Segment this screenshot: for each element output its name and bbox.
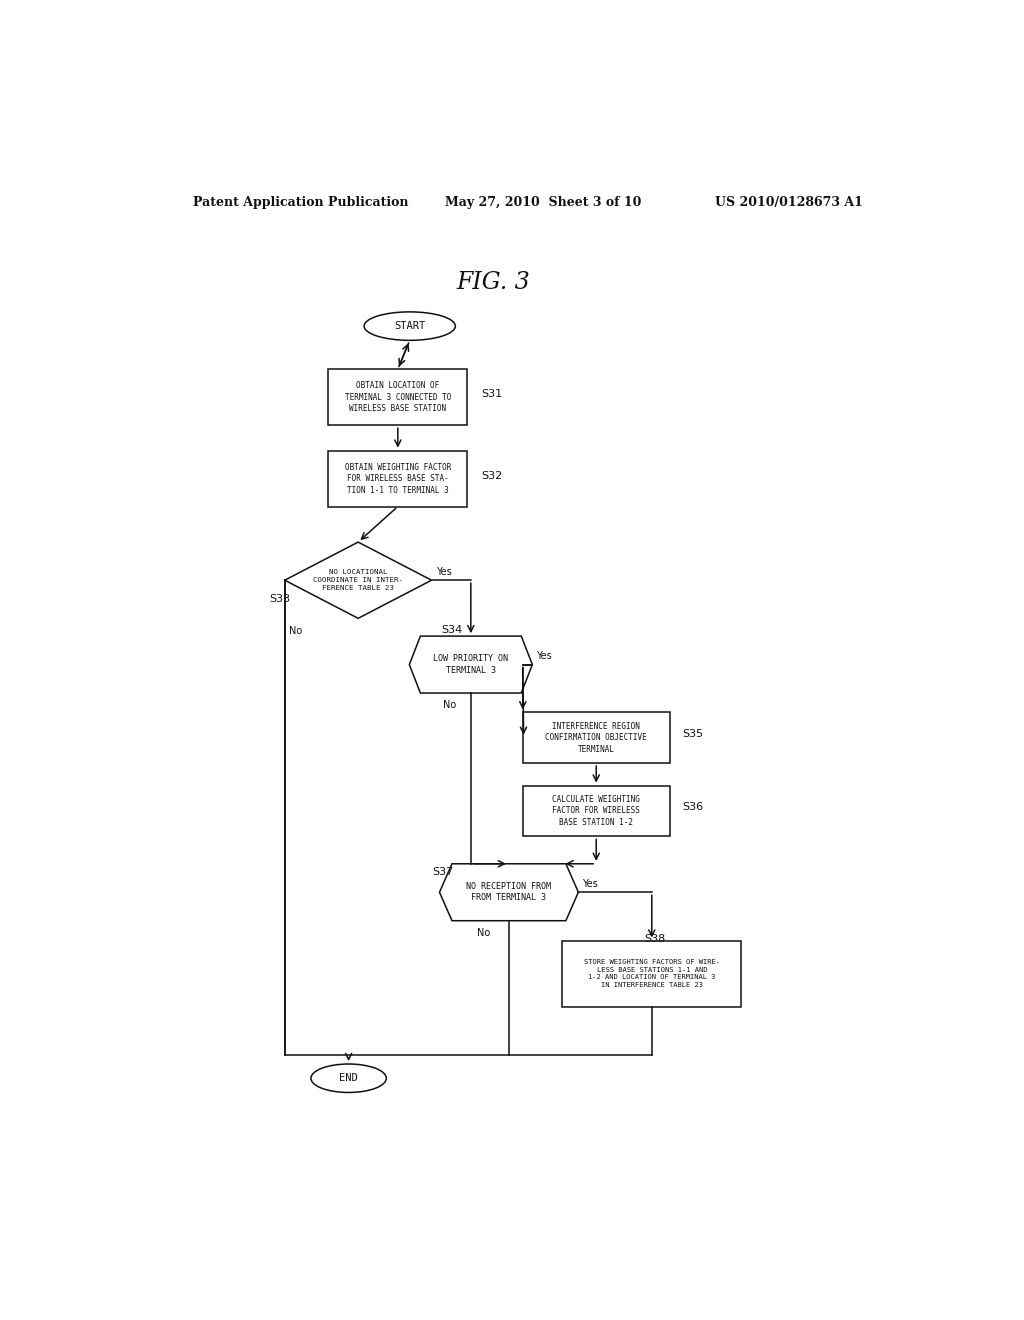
Polygon shape	[285, 543, 431, 618]
Text: START: START	[394, 321, 425, 331]
Text: US 2010/0128673 A1: US 2010/0128673 A1	[715, 195, 863, 209]
FancyBboxPatch shape	[523, 713, 670, 763]
Text: OBTAIN WEIGHTING FACTOR
FOR WIRELESS BASE STA-
TION 1-1 TO TERMINAL 3: OBTAIN WEIGHTING FACTOR FOR WIRELESS BAS…	[345, 462, 451, 495]
Text: S32: S32	[481, 470, 503, 480]
Polygon shape	[410, 636, 532, 693]
Text: Yes: Yes	[537, 652, 552, 661]
Text: S36: S36	[682, 801, 703, 812]
Text: Yes: Yes	[583, 879, 598, 890]
Text: May 27, 2010  Sheet 3 of 10: May 27, 2010 Sheet 3 of 10	[445, 195, 642, 209]
Text: No: No	[477, 928, 490, 939]
Text: NO LOCATIONAL
COORDINATE IN INTER-
FERENCE TABLE 23: NO LOCATIONAL COORDINATE IN INTER- FEREN…	[313, 569, 403, 591]
Text: OBTAIN LOCATION OF
TERMINAL 3 CONNECTED TO
WIRELESS BASE STATION: OBTAIN LOCATION OF TERMINAL 3 CONNECTED …	[345, 381, 451, 413]
Text: Patent Application Publication: Patent Application Publication	[194, 195, 409, 209]
Text: STORE WEIGHTING FACTORS OF WIRE-
LESS BASE STATIONS 1-1 AND
1-2 AND LOCATION OF : STORE WEIGHTING FACTORS OF WIRE- LESS BA…	[584, 958, 720, 989]
Text: No: No	[443, 700, 457, 710]
Text: Yes: Yes	[435, 568, 452, 577]
Ellipse shape	[365, 312, 456, 341]
Text: CALCULATE WEIGHTING
FACTOR FOR WIRELESS
BASE STATION 1-2: CALCULATE WEIGHTING FACTOR FOR WIRELESS …	[552, 795, 640, 826]
FancyBboxPatch shape	[523, 785, 670, 837]
Text: S38: S38	[644, 935, 666, 944]
Text: S37: S37	[432, 867, 454, 876]
Text: No: No	[289, 626, 302, 635]
Text: NO RECEPTION FROM
FROM TERMINAL 3: NO RECEPTION FROM FROM TERMINAL 3	[466, 882, 552, 903]
Text: S33: S33	[269, 594, 291, 603]
Polygon shape	[439, 863, 579, 921]
Text: S31: S31	[481, 389, 503, 399]
Text: END: END	[339, 1073, 358, 1084]
Text: LOW PRIORITY ON
TERMINAL 3: LOW PRIORITY ON TERMINAL 3	[433, 655, 508, 675]
Text: FIG. 3: FIG. 3	[456, 271, 530, 294]
FancyBboxPatch shape	[562, 941, 741, 1007]
Text: S35: S35	[682, 729, 703, 739]
FancyBboxPatch shape	[329, 450, 467, 507]
Text: INTERFERENCE REGION
CONFIRMATION OBJECTIVE
TERMINAL: INTERFERENCE REGION CONFIRMATION OBJECTI…	[546, 722, 647, 754]
FancyBboxPatch shape	[329, 370, 467, 425]
Ellipse shape	[311, 1064, 386, 1093]
Text: S34: S34	[441, 624, 463, 635]
